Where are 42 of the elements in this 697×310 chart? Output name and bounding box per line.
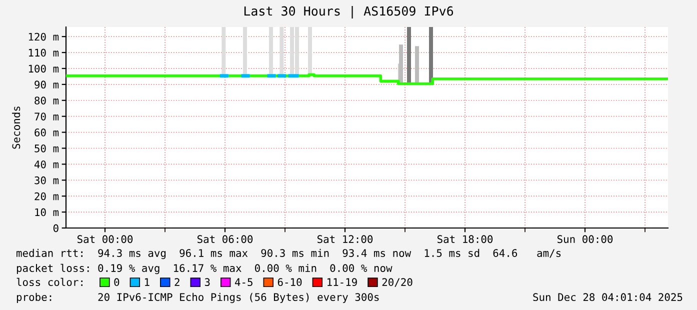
legend-label: 11-19 [328, 278, 357, 286]
legend-label: 1 [145, 278, 150, 286]
y-tick-label: 110 m [28, 48, 59, 57]
y-tick-label: 70 m [34, 112, 59, 120]
legend-label: 3 [204, 278, 210, 286]
x-tick-label: Sat 00:00 [77, 235, 133, 244]
legend-label: 2 [174, 278, 180, 286]
x-tick-label: Sat 18:00 [437, 235, 493, 244]
y-tick-label: 20 m [34, 192, 59, 200]
y-tick-label: 50 m [34, 144, 59, 152]
y-tick-label: 120 m [28, 32, 59, 41]
bar [407, 27, 411, 84]
bar [399, 44, 403, 84]
bar [415, 46, 419, 84]
y-tick-label: 90 m [34, 80, 59, 89]
legend-label: 0 [114, 278, 120, 286]
y-tick-label: 40 m [34, 160, 59, 168]
x-tick-label: Sat 12:00 [317, 235, 373, 244]
legend-label: 4-5 [234, 278, 252, 286]
y-tick-label: 30 m [34, 176, 59, 184]
bar [269, 27, 273, 76]
y-tick-label: 10 m [35, 208, 59, 216]
bar [243, 27, 247, 76]
y-tick-label: 0 [53, 224, 58, 232]
y-tick-label: 100 m [28, 64, 59, 73]
text: probe: 20 IPv6-ICMP Echo Pings (56 Bytes) every 300s [16, 292, 379, 304]
legend-title: loss color: [16, 278, 82, 286]
y-tick-label: 60 m [34, 128, 59, 136]
bar [280, 27, 284, 76]
chart-title: Last 30 Hours | AS16509 IPv6 [244, 6, 454, 18]
y-tick-label: 80 m [34, 96, 59, 105]
bar [222, 27, 226, 76]
text: median rtt: 94.3 ms avg 96.1 ms max 90.3 ms min 93.4 ms now 1.5 ms sd 64.6 am/s [16, 248, 561, 260]
y-axis-title: Seconds [12, 106, 20, 149]
bar [429, 27, 433, 84]
bar [308, 27, 312, 76]
text: Sun Dec 28 04:01:04 2025 [533, 293, 682, 302]
x-tick-label: Sat 06:00 [197, 235, 253, 244]
text: packet loss: 0.19 % avg 16.17 % max 0.00 % min 0.00 % now [16, 264, 392, 274]
legend-label: 20/20 [382, 278, 412, 287]
x-tick-label: Sun 00:00 [557, 235, 613, 244]
legend-label: 6-10 [278, 278, 302, 286]
